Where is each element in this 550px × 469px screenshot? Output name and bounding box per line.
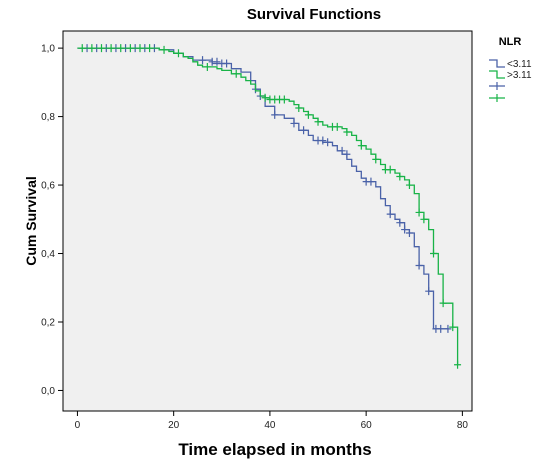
x-tick-label: 60 [361,420,373,431]
legend-entry-label: <3.11 [507,59,532,70]
series-1-censor-mark [223,59,231,68]
series-1-censor-mark [437,324,445,333]
legend: NLR <3.11>3.11 [489,36,532,102]
y-tick-label: 1,0 [41,44,55,55]
series-1-censor-mark [213,57,221,66]
y-tick-label: 0,0 [41,386,55,397]
series-2-censor-mark [160,45,168,54]
series-1-censor-mark [338,146,346,155]
series-2-censor-mark [203,62,211,71]
legend-series-1-swatch [489,59,505,68]
plot-area [62,30,473,412]
series-2-censor-mark [386,165,394,174]
y-tick-label: 0,6 [41,181,55,192]
x-tick-label: 80 [457,420,469,431]
axis-ticks: 0 20 40 60 80 0,0 0,2 0,4 0,6 0,8 1,0 [41,44,468,431]
series-1-censor-mark [367,177,375,186]
series-2-censor-mark [88,44,96,53]
legend-series-2-swatch [489,70,505,79]
series-1-censor-mark [343,150,351,159]
y-tick-label: 0,8 [41,112,55,123]
y-tick-label: 0,2 [41,317,55,328]
series-2-censor-mark [314,117,322,126]
series-2-censor-mark [430,249,438,258]
legend-title: NLR [499,36,522,48]
series-1-censor-mark [324,138,332,147]
series-1-censor-mark [319,136,327,145]
series-2-censor-mark [136,44,144,53]
x-tick-label: 0 [75,420,81,431]
series-1-censor-mark [300,126,308,135]
series-2-censor-mark [449,323,457,332]
legend-series-2-censor-swatch [489,94,505,102]
series-1-censor-mark [271,110,279,119]
series-2-censor-mark [420,215,428,224]
series-1-censor-mark [415,261,423,270]
series-2-censor-mark [415,208,423,217]
series-2-censor-mark [261,93,269,102]
legend-series-1-censor-swatch [489,82,505,90]
series-1-censor-mark [425,287,433,296]
series-1-censor-mark [386,210,394,219]
series-2-censor-mark [97,44,105,53]
series-2-censor-mark [343,127,351,136]
series-1-censor-mark [396,218,404,227]
x-tick-label: 20 [168,420,180,431]
x-axis-label: Time elapsed in months [178,440,371,459]
series-2-censor-mark [304,110,312,119]
series-2-censor-mark [295,104,303,113]
legend-entry-label: >3.11 [507,70,532,81]
series-2-censor-mark [439,299,447,308]
series-2-censor-mark [78,44,86,53]
series-2-censor-mark [405,181,413,190]
series-2-censor-mark [174,49,182,58]
series-2-censor-mark [107,44,115,53]
series-2-censor-mark [357,141,365,150]
series-2-censor-mark [333,122,341,131]
series-2-censor-mark [372,155,380,164]
chart-title: Survival Functions [247,6,381,23]
x-tick-label: 40 [264,420,276,431]
series-2-censor-mark [396,172,404,181]
series-2-censor-mark [146,44,154,53]
series-1-censor-mark [444,324,452,333]
series-2-censor-mark [280,95,288,104]
plot-series [77,44,462,369]
series-1-censor-mark [199,56,207,65]
series-2-censor-mark [126,44,134,53]
series-2-censor-mark [232,69,240,78]
series-1-censor-mark [401,225,409,234]
series-1-censor-mark [405,228,413,237]
series-2-censor-mark [454,360,462,369]
series-1-censor-mark [290,119,298,128]
series-2-censor-mark [117,44,125,53]
y-axis-label: Cum Survival [23,176,39,265]
y-tick-label: 0,4 [41,249,55,260]
